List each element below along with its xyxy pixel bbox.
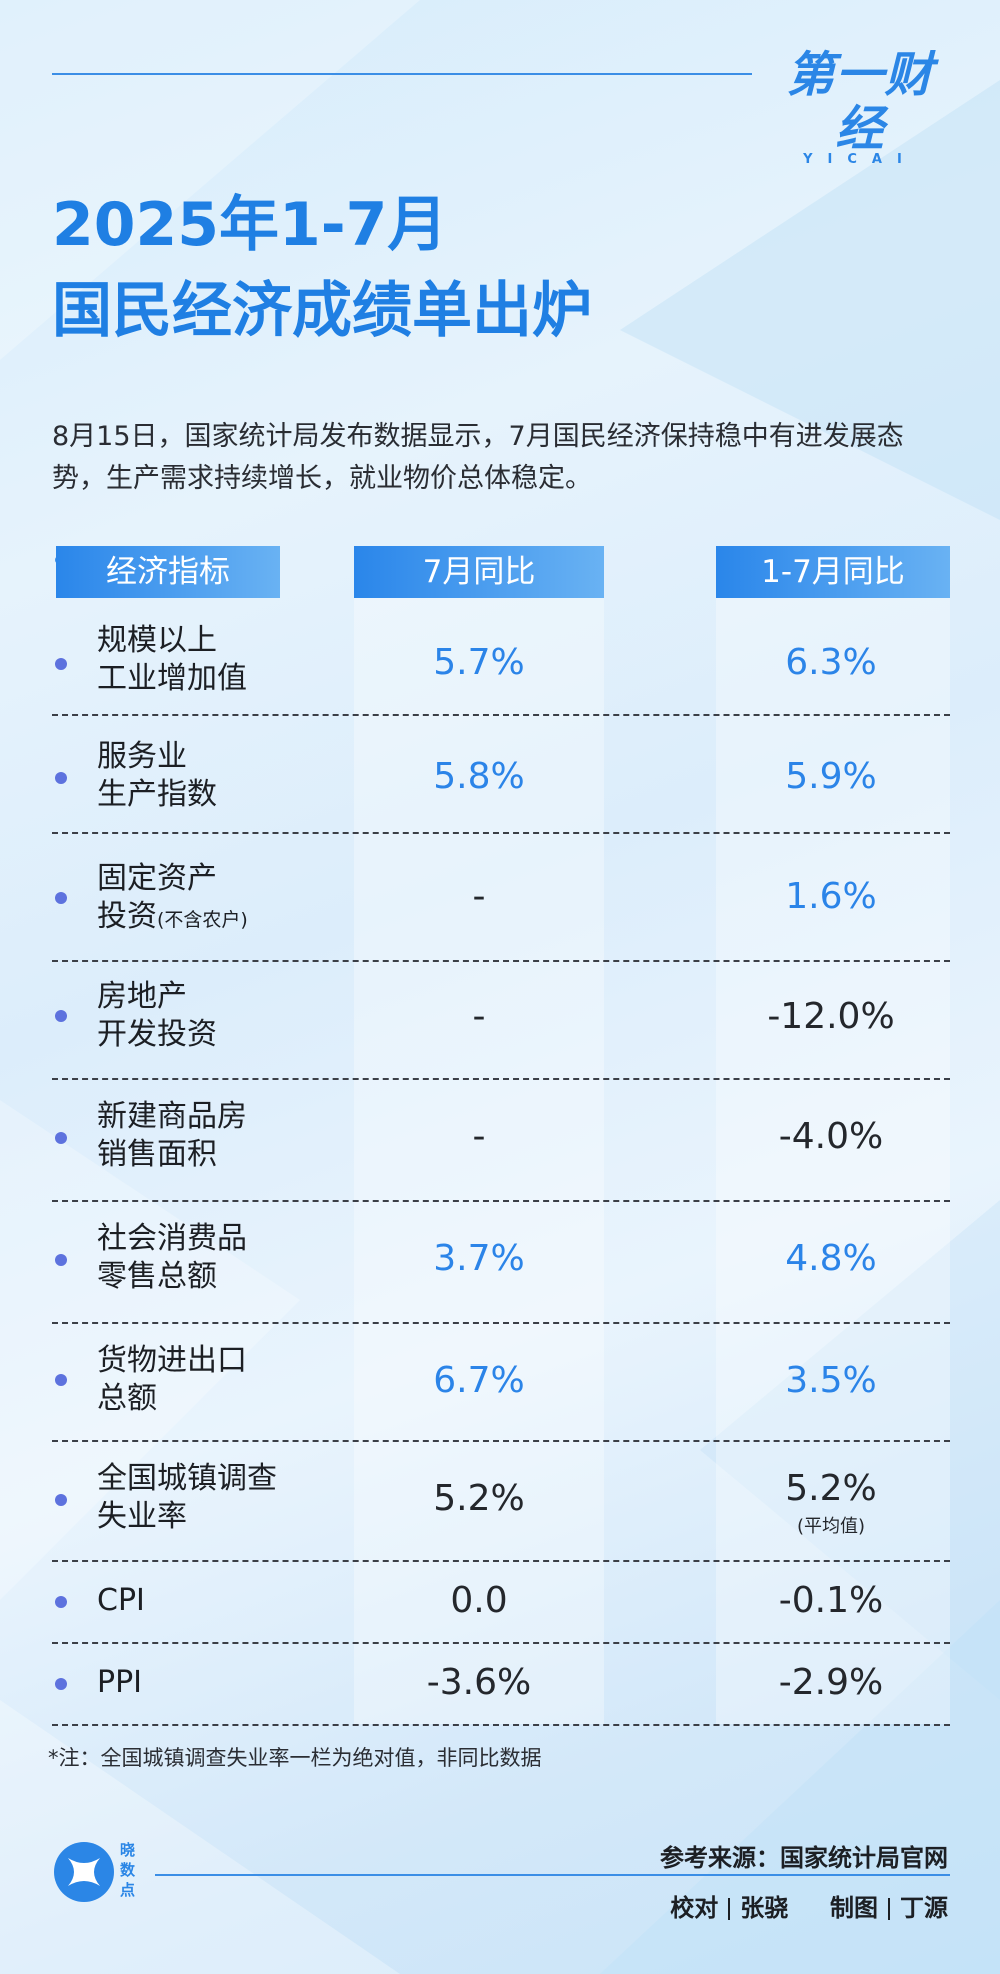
header-indicator: 经济指标 (56, 546, 280, 598)
table-row: 固定资产 投资(不含农户) - 1.6% (52, 834, 950, 962)
page-title: 2025年1-7月 国民经济成绩单出炉 (52, 182, 592, 354)
table-row: 服务业 生产指数 5.8% 5.9% (52, 716, 950, 834)
july-value: 3.7% (433, 1238, 525, 1279)
bullet-dot (55, 892, 67, 904)
indicator-name: 新建商品房 销售面积 (97, 1099, 247, 1172)
separator (728, 1898, 731, 1920)
july-value: - (472, 876, 486, 917)
july-value: 0.0 (450, 1580, 508, 1621)
ytd-value: 5.9% (785, 756, 877, 797)
indicator-name: 服务业 生产指数 (97, 739, 217, 812)
design-label: 制图 (830, 1894, 878, 1922)
proof-label: 校对 (670, 1894, 719, 1922)
header-july: 7月同比 (354, 546, 604, 598)
ytd-column-bg (716, 596, 950, 1724)
bullet-dot (55, 1596, 67, 1608)
ytd-value: -12.0% (767, 996, 895, 1037)
table-row: 全国城镇调查 失业率 5.2% 5.2% (平均值) (52, 1442, 950, 1562)
bullet-dot (55, 1494, 67, 1506)
footer-rule (155, 1874, 950, 1876)
table-row: 货物进出口 总额 6.7% 3.5% (52, 1324, 950, 1442)
ytd-value: 3.5% (785, 1360, 877, 1401)
table-row: CPI 0.0 -0.1% (52, 1562, 950, 1644)
july-value: -3.6% (426, 1662, 532, 1703)
ytd-value: 1.6% (785, 876, 877, 917)
indicator-name: CPI (97, 1583, 145, 1618)
bullet-dot (55, 1132, 67, 1144)
design-name: 丁源 (900, 1894, 948, 1922)
xiaoshudian-logo (54, 1842, 114, 1902)
title-line-2: 国民经济成绩单出炉 (52, 276, 592, 346)
separator (888, 1898, 890, 1920)
table-row: 新建商品房 销售面积 - -4.0% (52, 1080, 950, 1202)
indicator-name: 社会消费品 零售总额 (97, 1221, 247, 1294)
bullet-dot (55, 1374, 67, 1386)
indicator-name: PPI (97, 1665, 143, 1700)
ytd-value: -4.0% (778, 1116, 884, 1157)
indicator-name: 房地产 开发投资 (97, 979, 217, 1052)
ytd-value: -0.1% (778, 1580, 884, 1621)
indicator-name: 全国城镇调查 失业率 (97, 1461, 277, 1534)
july-value: - (472, 996, 486, 1037)
july-column-bg (354, 596, 604, 1724)
logo-sub-text: YICAI (803, 152, 917, 167)
ytd-value: 4.8% (785, 1238, 877, 1279)
header-rule (52, 73, 752, 75)
bullet-dot (55, 1678, 67, 1690)
title-line-1: 2025年1-7月 (52, 190, 448, 260)
july-value: - (472, 1116, 486, 1157)
ytd-value: 5.2% (785, 1468, 877, 1509)
credits: 校对 张骁 制图 丁源 (670, 1888, 948, 1923)
logo-main-text: 第一财经 (786, 47, 934, 157)
ytd-value-note: (平均值) (796, 1516, 866, 1537)
july-value: 5.8% (433, 756, 525, 797)
ytd-value: 6.3% (785, 642, 877, 683)
bullet-dot (55, 1010, 67, 1022)
july-value: 6.7% (433, 1360, 525, 1401)
table-row: PPI -3.6% -2.9% (52, 1644, 950, 1726)
table-row: 规模以上 工业增加值 5.7% 6.3% (52, 598, 950, 716)
indicator-name: 货物进出口 总额 (97, 1343, 247, 1416)
source-text: 参考来源：国家统计局官网 (660, 1844, 948, 1872)
july-value: 5.2% (433, 1478, 525, 1519)
table-row: 房地产 开发投资 - -12.0% (52, 962, 950, 1080)
ytd-value: -2.9% (778, 1662, 884, 1703)
indicator-name: 固定资产 投资(不含农户) (97, 861, 248, 934)
intro-paragraph: 8月15日，国家统计局发布数据显示，7月国民经济保持稳中有进发展态势，生产需求持… (52, 421, 904, 494)
brand-text: 晓数点 (120, 1841, 136, 1899)
july-value: 5.7% (433, 642, 525, 683)
indicator-subnote: (不含农户) (157, 909, 248, 931)
header-ytd: 1-7月同比 (716, 546, 950, 598)
indicator-name: 规模以上 工业增加值 (97, 623, 247, 696)
yicai-logo: 第一财经 YICAI (770, 48, 950, 167)
footnote: *注：全国城镇调查失业率一栏为绝对值，非同比数据 (48, 1746, 542, 1770)
bullet-dot (55, 772, 67, 784)
bullet-dot (55, 1254, 67, 1266)
proof-name: 张骁 (740, 1894, 789, 1922)
bullet-dot (55, 658, 67, 670)
table-row: 社会消费品 零售总额 3.7% 4.8% (52, 1202, 950, 1324)
